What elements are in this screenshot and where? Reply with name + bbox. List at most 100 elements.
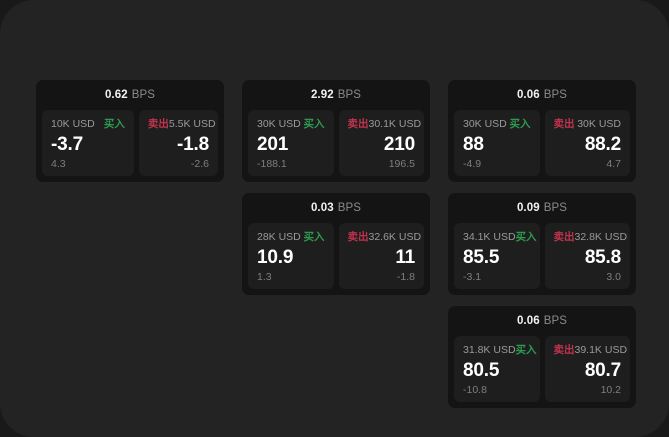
sell-size-label: 39.1K USD	[574, 343, 628, 356]
sell-delta-value: 196.5	[388, 157, 415, 170]
sell-main-value: 88.2	[584, 133, 621, 155]
card-header: 0.09 BPS	[454, 199, 630, 218]
buy-panel[interactable]: 34.1K USD 买入 85.5 -3.1	[454, 223, 540, 289]
buy-delta-value: -10.8	[463, 383, 487, 396]
sell-size-label: 32.6K USD	[368, 230, 422, 243]
sell-panel[interactable]: 卖出 32.8K USD 85.8 3.0	[544, 223, 630, 289]
panel-top-row: 10K USD 买入	[51, 118, 125, 130]
bps-value: 0.03	[310, 201, 334, 214]
buy-delta-value: -4.9	[463, 157, 482, 170]
sell-side-tag: 卖出	[347, 230, 369, 243]
quote-panels: 34.1K USD 买入 85.5 -3.1 卖出 32.8K USD 85.8 3.0	[454, 223, 630, 289]
sell-side-tag: 卖出	[553, 343, 575, 356]
quote-card[interactable]: 0.03 BPS 28K USD 买入 10.9 1.3 卖出 32.6K USD 11 -1.8	[242, 193, 430, 295]
buy-main-value: 88	[463, 133, 484, 155]
sell-side-tag: 卖出	[553, 117, 575, 130]
quote-card[interactable]: 0.06 BPS 31.8K USD 买入 80.5 -10.8 卖出 39.1K USD 80…	[448, 306, 636, 408]
quote-card[interactable]: 0.06 BPS 30K USD 买入 88 -4.9 卖出 30K USD 88.2 4.7	[448, 80, 636, 182]
sell-size-label: 30K USD	[577, 117, 621, 130]
buy-size-label: 10K USD	[51, 117, 95, 130]
sell-main-value: 80.7	[584, 359, 621, 381]
panel-top-row: 34.1K USD 买入	[463, 230, 537, 243]
panel-top-row: 30K USD 买入	[257, 118, 325, 130]
panel-top-row: 卖出 30K USD	[554, 118, 622, 130]
buy-panel[interactable]: 10K USD 买入 -3.7 4.3	[42, 110, 134, 176]
sell-panel[interactable]: 卖出 39.1K USD 80.7 10.2	[544, 336, 630, 402]
card-header: 0.03 BPS	[248, 199, 424, 218]
sell-size-label: 30.1K USD	[368, 117, 422, 130]
sell-panel[interactable]: 卖出 30K USD 88.2 4.7	[544, 110, 630, 176]
buy-size-label: 31.8K USD	[463, 343, 516, 356]
buy-main-value: 80.5	[463, 359, 500, 381]
panel-top-row: 卖出 39.1K USD	[553, 343, 628, 356]
quote-column-3: 0.06 BPS 30K USD 买入 88 -4.9 卖出 30K USD 88.2 4.7 0.…	[448, 80, 636, 408]
buy-size-label: 30K USD	[257, 117, 301, 130]
bps-unit: BPS	[543, 88, 568, 101]
bps-value: 0.09	[516, 201, 540, 214]
sell-panel[interactable]: 卖出 32.6K USD 11 -1.8	[338, 223, 424, 289]
bps-value: 0.62	[104, 88, 128, 101]
sell-delta-value: 3.0	[606, 270, 621, 283]
buy-side-tag: 买入	[515, 230, 537, 243]
sell-delta-value: 4.7	[606, 157, 621, 170]
card-header: 0.06 BPS	[454, 312, 630, 331]
sell-delta-value: 10.2	[600, 383, 621, 396]
sell-delta-value: -1.8	[396, 270, 415, 283]
quote-card[interactable]: 2.92 BPS 30K USD 买入 201 -188.1 卖出 30.1K USD 210 1…	[242, 80, 430, 182]
bps-value: 2.92	[310, 88, 334, 101]
quote-panels: 28K USD 买入 10.9 1.3 卖出 32.6K USD 11 -1.8	[248, 223, 424, 289]
buy-side-tag: 买入	[303, 230, 325, 243]
bps-value: 0.06	[516, 314, 540, 327]
buy-size-label: 30K USD	[463, 117, 507, 130]
buy-side-tag: 买入	[103, 117, 125, 130]
buy-delta-value: -188.1	[257, 157, 287, 170]
sell-side-tag: 卖出	[147, 117, 169, 130]
sell-size-label: 5.5K USD	[168, 117, 216, 130]
quote-card[interactable]: 0.09 BPS 34.1K USD 买入 85.5 -3.1 卖出 32.8K USD 85.…	[448, 193, 636, 295]
panel-top-row: 卖出 5.5K USD	[147, 117, 216, 130]
bps-unit: BPS	[337, 201, 362, 214]
sell-side-tag: 卖出	[347, 117, 369, 130]
card-header: 0.06 BPS	[454, 86, 630, 105]
sell-panel[interactable]: 卖出 30.1K USD 210 196.5	[338, 110, 424, 176]
buy-main-value: 10.9	[257, 246, 294, 268]
panel-top-row: 30K USD 买入	[463, 118, 531, 130]
buy-panel[interactable]: 30K USD 买入 88 -4.9	[454, 110, 540, 176]
buy-side-tag: 买入	[509, 117, 531, 130]
bps-unit: BPS	[131, 88, 156, 101]
panel-top-row: 卖出 32.6K USD	[347, 230, 422, 243]
sell-main-value: 85.8	[584, 246, 621, 268]
bps-value: 0.06	[516, 88, 540, 101]
buy-delta-value: 1.3	[257, 270, 272, 283]
quote-column-1: 0.62 BPS 10K USD 买入 -3.7 4.3 卖出 5.5K USD -1.8 -2.…	[36, 80, 224, 182]
bps-unit: BPS	[543, 314, 568, 327]
bps-unit: BPS	[543, 201, 568, 214]
quote-panels: 10K USD 买入 -3.7 4.3 卖出 5.5K USD -1.8 -2.6	[42, 110, 218, 176]
buy-panel[interactable]: 31.8K USD 买入 80.5 -10.8	[454, 336, 540, 402]
buy-panel[interactable]: 30K USD 买入 201 -188.1	[248, 110, 334, 176]
sell-side-tag: 卖出	[553, 230, 575, 243]
panel-top-row: 28K USD 买入	[257, 231, 325, 243]
panel-top-row: 卖出 30.1K USD	[347, 117, 422, 130]
buy-delta-value: -3.1	[463, 270, 482, 283]
sell-delta-value: -2.6	[190, 157, 209, 170]
quote-column-2: 2.92 BPS 30K USD 买入 201 -188.1 卖出 30.1K USD 210 1…	[242, 80, 430, 295]
card-header: 2.92 BPS	[248, 86, 424, 105]
sell-main-value: 210	[383, 133, 415, 155]
buy-size-label: 34.1K USD	[463, 230, 516, 243]
sell-main-value: -1.8	[177, 133, 209, 155]
buy-side-tag: 买入	[303, 117, 325, 130]
panel-top-row: 31.8K USD 买入	[463, 343, 537, 356]
buy-delta-value: 4.3	[51, 157, 66, 170]
buy-main-value: -3.7	[51, 133, 83, 155]
quote-card[interactable]: 0.62 BPS 10K USD 买入 -3.7 4.3 卖出 5.5K USD -1.8 -2.…	[36, 80, 224, 182]
quote-panels: 30K USD 买入 201 -188.1 卖出 30.1K USD 210 196.5	[248, 110, 424, 176]
buy-size-label: 28K USD	[257, 230, 301, 243]
quote-panels: 30K USD 买入 88 -4.9 卖出 30K USD 88.2 4.7	[454, 110, 630, 176]
buy-panel[interactable]: 28K USD 买入 10.9 1.3	[248, 223, 334, 289]
sell-panel[interactable]: 卖出 5.5K USD -1.8 -2.6	[138, 110, 218, 176]
buy-side-tag: 买入	[515, 343, 537, 356]
buy-main-value: 201	[257, 133, 289, 155]
quote-board: 0.62 BPS 10K USD 买入 -3.7 4.3 卖出 5.5K USD -1.8 -2.…	[36, 80, 636, 408]
